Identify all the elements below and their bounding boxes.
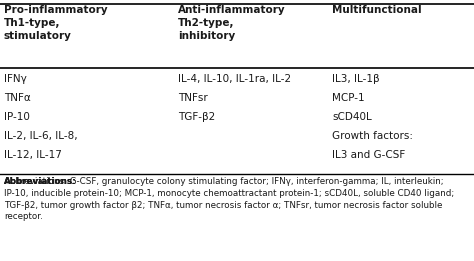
Text: IL-4, IL-10, IL-1ra, IL-2: IL-4, IL-10, IL-1ra, IL-2 xyxy=(178,74,291,84)
Text: IL-2, IL-6, IL-8,: IL-2, IL-6, IL-8, xyxy=(4,131,78,141)
Text: Pro-inflammatory
Th1-type,
stimulatory: Pro-inflammatory Th1-type, stimulatory xyxy=(4,5,108,41)
Text: TNFα: TNFα xyxy=(4,93,31,103)
Text: sCD40L: sCD40L xyxy=(332,112,372,122)
Text: Anti-inflammatory
Th2-type,
inhibitory: Anti-inflammatory Th2-type, inhibitory xyxy=(178,5,286,41)
Text: TGF-β2: TGF-β2 xyxy=(178,112,215,122)
Text: IL-12, IL-17: IL-12, IL-17 xyxy=(4,150,62,160)
Text: IL3, IL-1β: IL3, IL-1β xyxy=(332,74,380,84)
Text: Abbreviations:: Abbreviations: xyxy=(4,177,77,186)
Text: IL3 and G-CSF: IL3 and G-CSF xyxy=(332,150,405,160)
Text: IFNγ: IFNγ xyxy=(4,74,27,84)
Text: Growth factors:: Growth factors: xyxy=(332,131,413,141)
Text: Multifunctional: Multifunctional xyxy=(332,5,422,15)
Text: Abbreviations:: Abbreviations: xyxy=(4,177,77,186)
Text: IP-10: IP-10 xyxy=(4,112,30,122)
Text: TNFsr: TNFsr xyxy=(178,93,208,103)
Text: Abbreviations: G-CSF, granulocyte colony stimulating factor; IFNγ, interferon-ga: Abbreviations: G-CSF, granulocyte colony… xyxy=(4,177,454,221)
Text: MCP-1: MCP-1 xyxy=(332,93,365,103)
